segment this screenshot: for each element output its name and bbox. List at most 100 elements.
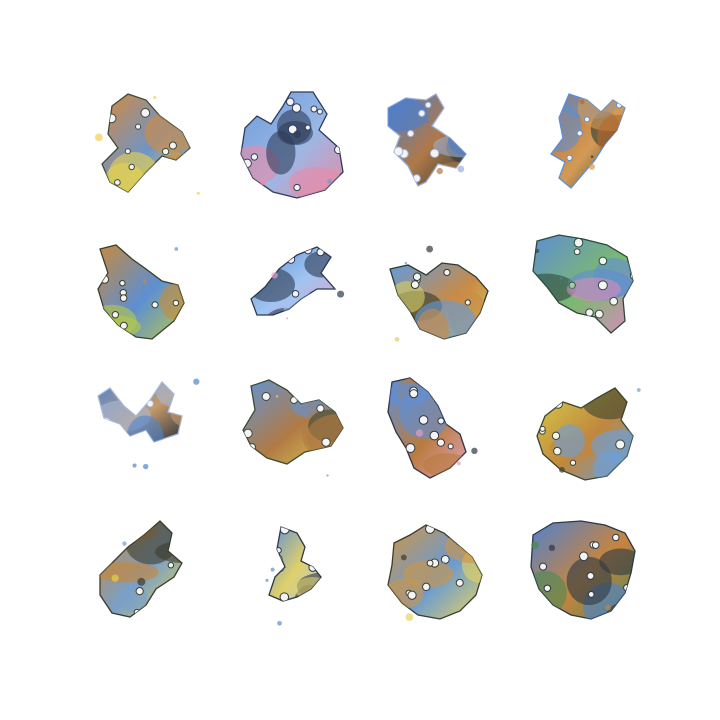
color-patch bbox=[446, 375, 500, 417]
spot-mark bbox=[616, 440, 625, 449]
spot-mark bbox=[292, 104, 300, 112]
spot-mark bbox=[604, 155, 611, 162]
sample-tile bbox=[380, 515, 500, 633]
spot-mark bbox=[411, 281, 419, 289]
spot-mark bbox=[331, 536, 337, 542]
color-patch bbox=[109, 152, 159, 198]
sample-tile bbox=[525, 86, 645, 204]
color-patch bbox=[247, 268, 295, 302]
spot-mark bbox=[320, 539, 328, 547]
spot-mark bbox=[317, 405, 324, 412]
spot-mark bbox=[320, 386, 329, 395]
sample-tile bbox=[90, 86, 210, 204]
spot-mark bbox=[321, 380, 327, 386]
spot-mark bbox=[114, 332, 121, 339]
spot-mark bbox=[147, 465, 154, 472]
spot-mark bbox=[294, 184, 300, 190]
spot-mark bbox=[554, 400, 563, 409]
spot-mark bbox=[451, 251, 460, 260]
spot-mark bbox=[468, 140, 474, 146]
spot-mark bbox=[538, 613, 547, 622]
spot-mark bbox=[450, 186, 458, 194]
fragment-mark bbox=[293, 130, 301, 138]
spot-mark bbox=[580, 552, 589, 561]
fragment-mark bbox=[560, 277, 562, 279]
sample-image bbox=[90, 372, 210, 490]
fragment-mark bbox=[457, 166, 464, 173]
color-patch bbox=[597, 115, 639, 160]
spot-mark bbox=[437, 439, 444, 446]
spot-mark bbox=[427, 560, 433, 566]
spot-mark bbox=[114, 445, 122, 453]
spot-mark bbox=[425, 102, 431, 108]
spot-mark bbox=[584, 117, 589, 122]
spot-mark bbox=[477, 549, 484, 556]
fragment-mark bbox=[395, 337, 400, 342]
spot-mark bbox=[173, 300, 179, 306]
sample-image bbox=[235, 372, 355, 490]
spot-mark bbox=[544, 585, 550, 591]
spot-mark bbox=[574, 238, 583, 247]
fragment-mark bbox=[337, 291, 344, 298]
spot-mark bbox=[577, 131, 582, 136]
spot-mark bbox=[129, 164, 134, 169]
spot-mark bbox=[437, 243, 444, 250]
spot-mark bbox=[451, 389, 458, 396]
spot-mark bbox=[121, 534, 126, 539]
spot-mark bbox=[169, 142, 176, 149]
spot-mark bbox=[631, 477, 636, 482]
sample-tile bbox=[380, 86, 500, 204]
spot-mark bbox=[317, 109, 322, 114]
fragment-mark bbox=[559, 467, 565, 473]
fragment-mark bbox=[327, 179, 332, 184]
spot-mark bbox=[191, 159, 199, 167]
spot-mark bbox=[322, 438, 330, 446]
fragment-mark bbox=[143, 464, 148, 469]
spot-mark bbox=[447, 531, 453, 537]
spot-mark bbox=[441, 556, 449, 564]
fragment-mark bbox=[137, 578, 145, 586]
fragment-mark bbox=[271, 272, 278, 279]
spot-mark bbox=[549, 120, 558, 129]
fragment-mark bbox=[580, 99, 585, 104]
spot-mark bbox=[153, 618, 159, 624]
fragment-mark bbox=[95, 133, 103, 141]
fragment-mark bbox=[589, 164, 595, 170]
fragment-mark bbox=[401, 555, 407, 561]
spot-mark bbox=[188, 148, 194, 154]
spot-mark bbox=[565, 314, 572, 321]
sample-tile bbox=[235, 372, 355, 490]
color-patch bbox=[423, 453, 470, 477]
color-patch bbox=[525, 294, 556, 321]
color-patch bbox=[171, 400, 203, 427]
spot-mark bbox=[192, 254, 199, 261]
spot-mark bbox=[419, 110, 425, 116]
fragment-mark bbox=[416, 429, 423, 436]
spot-mark bbox=[194, 557, 200, 563]
sample-tile bbox=[235, 86, 355, 204]
spot-mark bbox=[189, 522, 198, 531]
spot-mark bbox=[147, 400, 154, 407]
fragment-mark bbox=[535, 249, 539, 253]
fragment-mark bbox=[437, 168, 443, 174]
spot-mark bbox=[192, 603, 198, 609]
spot-mark bbox=[399, 173, 406, 180]
spot-mark bbox=[567, 155, 572, 160]
color-patch bbox=[156, 373, 195, 407]
spot-mark bbox=[311, 106, 317, 112]
fragment-mark bbox=[637, 388, 641, 392]
sample-image bbox=[235, 86, 355, 204]
spot-mark bbox=[552, 432, 559, 439]
fragment-mark bbox=[587, 448, 593, 454]
spot-mark bbox=[244, 429, 252, 437]
color-patch bbox=[284, 293, 326, 326]
spot-mark bbox=[300, 465, 306, 471]
sample-image bbox=[525, 515, 645, 633]
color-patch bbox=[567, 557, 612, 605]
sample-tile bbox=[380, 229, 500, 347]
spot-mark bbox=[274, 326, 281, 333]
spot-mark bbox=[430, 431, 439, 440]
color-patch bbox=[525, 571, 567, 615]
sample-tile bbox=[235, 229, 355, 347]
fragment-mark bbox=[193, 379, 199, 385]
